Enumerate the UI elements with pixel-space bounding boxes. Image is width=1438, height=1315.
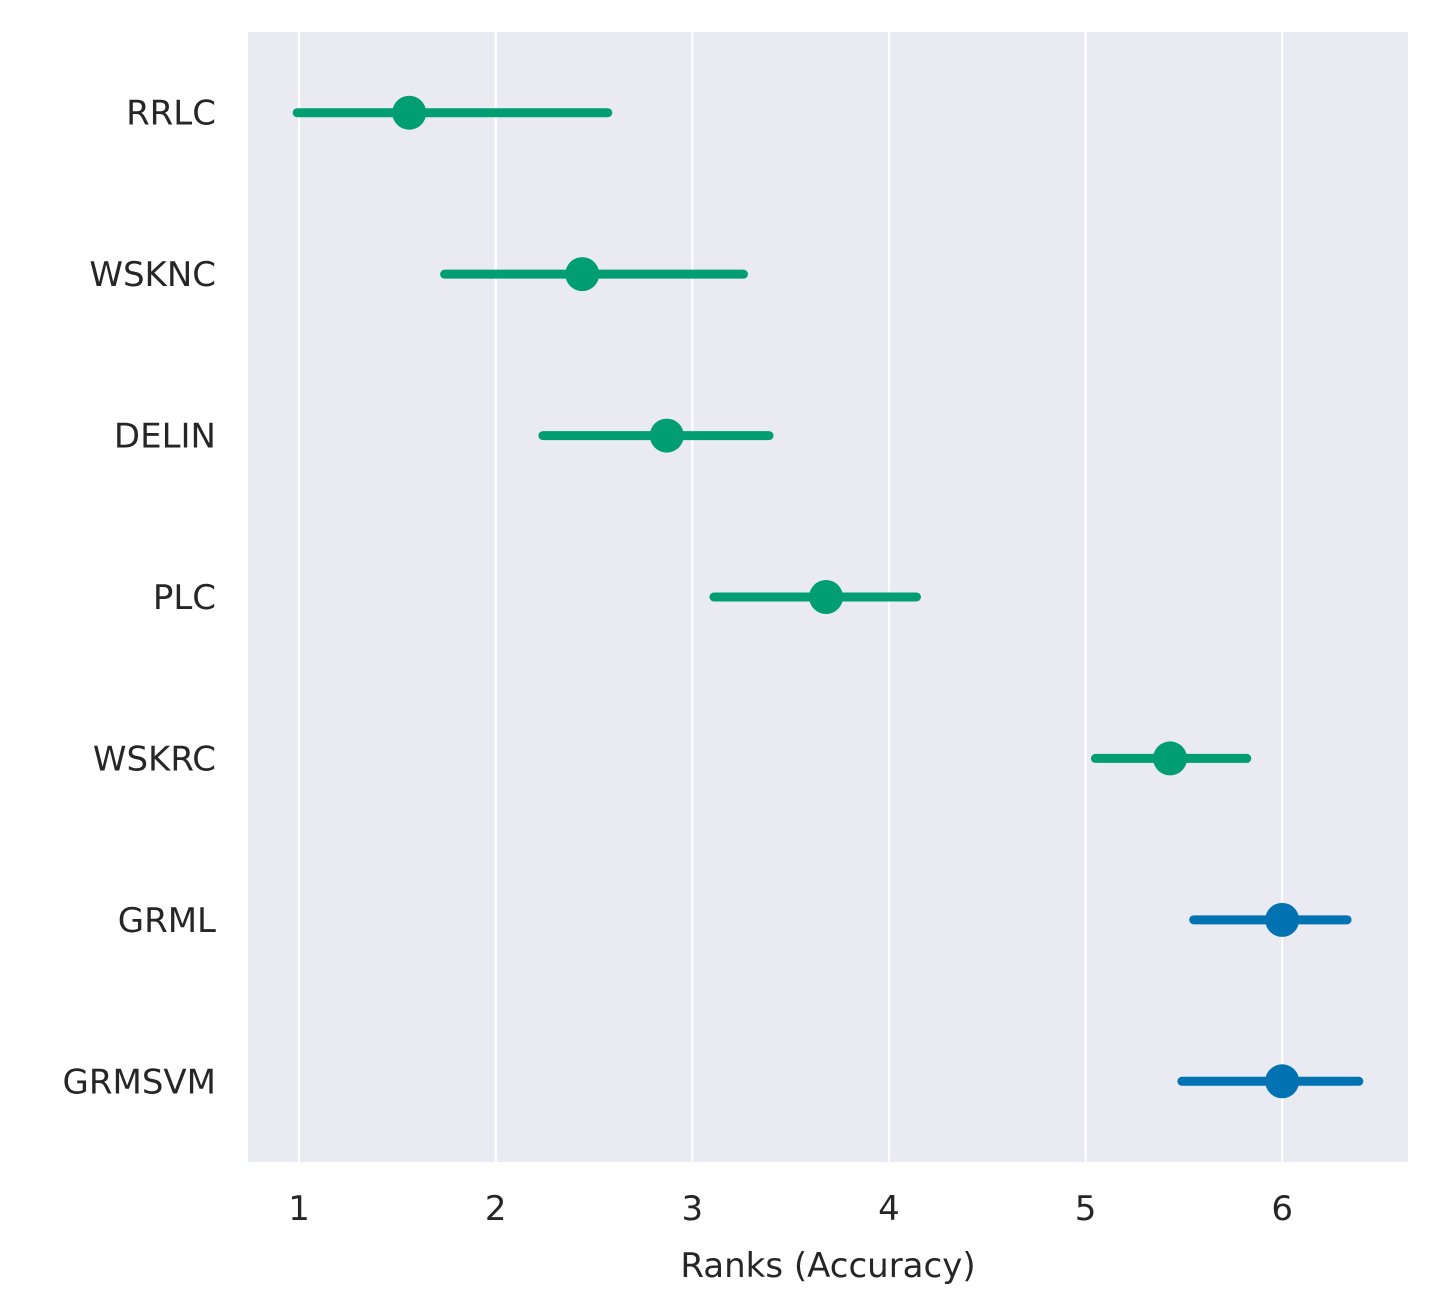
x-tick-label: 3 bbox=[682, 1189, 704, 1229]
point-wskrc bbox=[1153, 741, 1188, 776]
x-tick-labels: 1 2 3 4 5 6 bbox=[288, 1189, 1293, 1229]
y-tick-label-plc: PLC bbox=[153, 578, 216, 618]
point-marks bbox=[292, 95, 1364, 1099]
x-tick-label: 6 bbox=[1271, 1189, 1293, 1229]
x-tick-label: 5 bbox=[1075, 1189, 1097, 1229]
x-axis-label: Ranks (Accuracy) bbox=[680, 1246, 975, 1286]
y-tick-label-grml: GRML bbox=[118, 901, 216, 941]
point-grmsvm bbox=[1265, 1064, 1300, 1099]
y-tick-label-rrlc: RRLC bbox=[126, 94, 216, 134]
x-tick-label: 2 bbox=[485, 1189, 507, 1229]
point-grml bbox=[1265, 902, 1300, 937]
x-tick-label: 4 bbox=[878, 1189, 900, 1229]
y-tick-label-delin: DELIN bbox=[114, 417, 216, 457]
y-tick-label-wsknc: WSKNC bbox=[89, 255, 216, 295]
x-tick-label: 1 bbox=[288, 1189, 310, 1229]
point-delin bbox=[649, 418, 684, 453]
y-tick-label-wskrc: WSKRC bbox=[93, 739, 216, 779]
y-tick-label-grmsvm: GRMSVM bbox=[63, 1062, 216, 1102]
point-plc bbox=[809, 580, 844, 614]
point-wsknc bbox=[565, 257, 600, 292]
point-rrlc bbox=[392, 95, 427, 130]
y-category-labels: RRLC WSKNC DELIN PLC WSKRC GRML GRMSVM bbox=[63, 94, 217, 1103]
